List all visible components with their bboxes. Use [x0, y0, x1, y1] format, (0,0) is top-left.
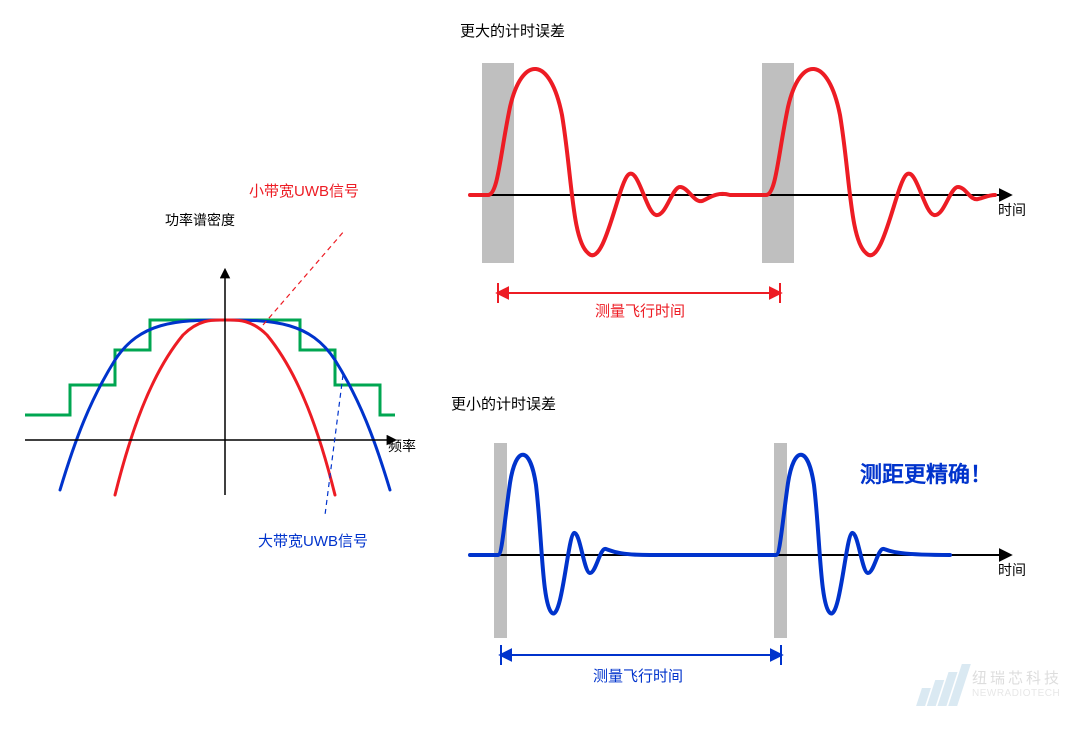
large-error-chart [450, 35, 1050, 325]
diagram-container: 功率谱密度 频率 小带宽UWB信号 大带宽UWB信号 更大的计时误差 时间 测量… [0, 0, 1080, 731]
large-error-title: 更大的计时误差 [460, 20, 565, 41]
top-tof-label: 测量飞行时间 [595, 300, 685, 321]
wide-bw-label: 大带宽UWB信号 [258, 530, 368, 551]
top-xlabel: 时间 [998, 200, 1026, 220]
psd-xlabel: 频率 [388, 436, 416, 456]
bot-xlabel: 时间 [998, 560, 1026, 580]
watermark-cn: 纽瑞芯科技 [972, 671, 1062, 688]
small-error-chart [450, 395, 1050, 685]
psd-title: 功率谱密度 [165, 210, 235, 230]
watermark: 纽瑞芯科技 NEWRADIOTECH [919, 664, 1062, 706]
psd-chart [15, 230, 395, 550]
accuracy-callout: 测距更精确！ [860, 457, 992, 489]
bot-tof-label: 测量飞行时间 [593, 665, 683, 686]
narrow-bw-label: 小带宽UWB信号 [249, 180, 359, 201]
watermark-bars-icon [919, 664, 964, 706]
watermark-en: NEWRADIOTECH [972, 688, 1062, 699]
small-error-title: 更小的计时误差 [451, 393, 556, 414]
